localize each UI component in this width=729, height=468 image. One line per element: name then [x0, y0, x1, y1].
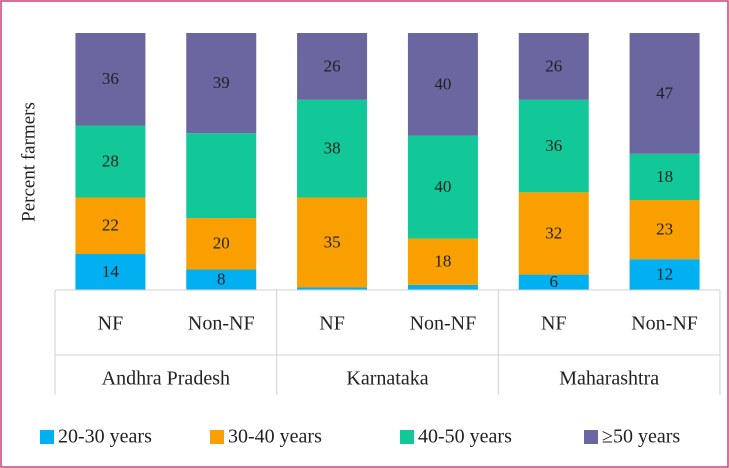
- bar-segment: [297, 33, 368, 100]
- x-tick-label: Non-NF: [410, 313, 477, 335]
- bar-segment: [518, 274, 589, 290]
- data-label: 12: [656, 264, 673, 283]
- data-label: 6: [550, 272, 559, 291]
- legend-swatch: [584, 430, 598, 444]
- data-label: 47: [656, 83, 674, 102]
- bar-segment: [518, 192, 589, 275]
- bar-segment: [297, 99, 368, 198]
- data-label: 40: [434, 74, 451, 93]
- legend-label: 40-50 years: [418, 426, 512, 448]
- x-tick-label: Non-NF: [631, 313, 698, 335]
- data-label: 36: [545, 136, 562, 155]
- bar-segment: [629, 200, 700, 260]
- bar-segment: [297, 287, 368, 290]
- group-label: Andhra Pradesh: [102, 368, 230, 390]
- data-label: 23: [656, 220, 673, 239]
- bar-segment: [297, 197, 368, 288]
- data-label: 22: [102, 216, 119, 235]
- data-label: 14: [102, 262, 120, 281]
- data-label: 18: [656, 167, 673, 186]
- bar-segment: [75, 33, 146, 126]
- group-label: Maharashtra: [559, 368, 659, 390]
- legend-swatch: [210, 430, 224, 444]
- bar-segment: [407, 238, 478, 285]
- y-axis-label: Percent farmers: [18, 102, 39, 222]
- data-label: 26: [545, 56, 562, 75]
- bar-segment: [407, 135, 478, 239]
- data-label: 28: [102, 151, 119, 170]
- data-label: 20: [213, 234, 230, 253]
- group-label: Karnataka: [346, 368, 428, 390]
- bar-segment: [518, 99, 589, 193]
- legend-label: 20-30 years: [58, 426, 152, 448]
- x-tick-label: NF: [98, 313, 124, 335]
- bar-segment: [186, 269, 257, 290]
- data-label: 26: [324, 56, 341, 75]
- data-label: 38: [324, 139, 341, 158]
- bar-segment: [186, 218, 257, 270]
- legend-label: 30-40 years: [228, 426, 322, 448]
- bar-segment: [518, 33, 589, 100]
- data-label: 18: [434, 252, 451, 271]
- legend-swatch: [400, 430, 414, 444]
- x-tick-label: NF: [541, 313, 567, 335]
- bar-segment: [629, 259, 700, 290]
- bar-segment: [629, 33, 700, 154]
- bar-segment: [407, 33, 478, 136]
- bar-segment: [75, 254, 146, 290]
- data-label: 39: [213, 73, 230, 92]
- legend-swatch: [40, 430, 54, 444]
- data-label: 36: [102, 69, 119, 88]
- data-label: 32: [545, 223, 562, 242]
- data-label: 8: [217, 270, 226, 289]
- bar-segment: [407, 284, 478, 290]
- bar-segment: [186, 133, 257, 219]
- bar-segment: [75, 125, 146, 198]
- x-tick-label: NF: [319, 313, 345, 335]
- data-label: 40: [434, 177, 451, 196]
- legend-label: ≥50 years: [602, 426, 680, 448]
- data-label: 35: [324, 232, 341, 251]
- bar-segment: [75, 197, 146, 255]
- bar-segment: [186, 33, 257, 134]
- x-tick-label: Non-NF: [188, 313, 255, 335]
- bar-segment: [629, 153, 700, 201]
